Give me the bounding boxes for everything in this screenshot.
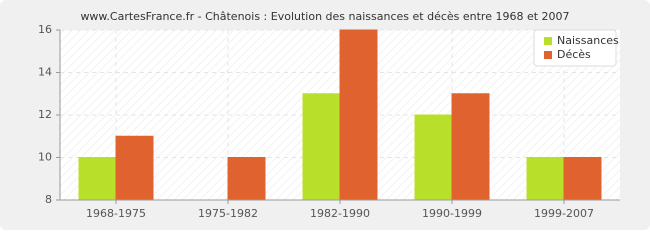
x-tick-label: 1968-1975 [86, 207, 146, 220]
x-tick-label: 1990-1999 [422, 207, 482, 220]
bar [339, 29, 378, 201]
y-tick-label: 10 [38, 151, 52, 164]
bar [115, 135, 154, 201]
bar [526, 157, 565, 201]
bar [302, 93, 341, 201]
x-tick-label: 1982-1990 [310, 207, 370, 220]
y-tick-label: 14 [38, 66, 52, 79]
bar [563, 157, 602, 201]
bar [414, 114, 453, 201]
legend-swatch [544, 37, 552, 45]
bar [451, 93, 490, 201]
legend-label: Décès [557, 48, 591, 61]
chart: www.CartesFrance.fr - Châtenois : Evolut… [0, 0, 650, 230]
legend-swatch [544, 51, 552, 59]
page: www.CartesFrance.fr - Châtenois : Evolut… [0, 0, 650, 230]
y-tick-label: 12 [38, 108, 52, 121]
bar [78, 157, 117, 201]
x-tick-label: 1975-1982 [198, 207, 258, 220]
y-tick-label: 8 [45, 193, 52, 206]
y-tick-label: 16 [38, 23, 52, 36]
x-tick-label: 1999-2007 [534, 207, 594, 220]
chart-title: www.CartesFrance.fr - Châtenois : Evolut… [80, 10, 569, 23]
bar [227, 157, 266, 201]
legend-box [533, 29, 617, 67]
legend-label: Naissances [557, 34, 619, 47]
